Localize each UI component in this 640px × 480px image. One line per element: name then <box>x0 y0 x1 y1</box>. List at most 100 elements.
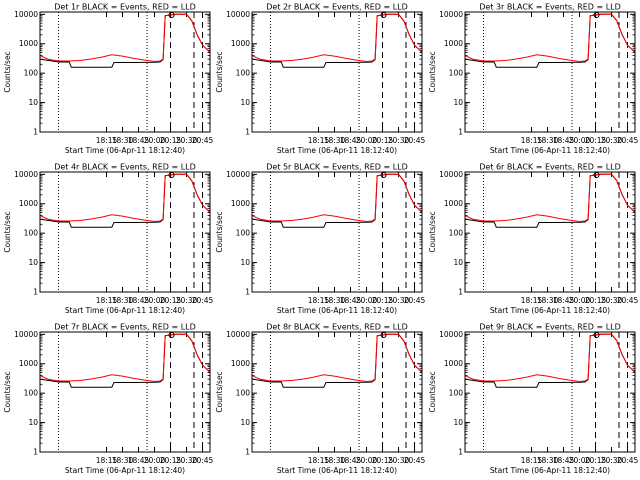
x-tick-label: 20:15 <box>372 456 394 465</box>
x-axis-label: Start Time (06-Apr-11 18:12:40) <box>65 146 185 155</box>
x-tick-label: 20:30 <box>388 296 410 305</box>
x-tick-label: 20:45 <box>192 136 214 145</box>
y-tick-label: 1000 <box>231 39 250 48</box>
plot-frame <box>251 331 423 453</box>
plot-frame <box>464 331 636 453</box>
x-tick-label: 18:45 <box>128 296 150 305</box>
x-tick-label: 18:15 <box>96 456 118 465</box>
y-tick-label: 10000 <box>226 330 250 339</box>
lld-series-line <box>39 333 211 383</box>
x-tick-label: 18:30 <box>537 296 559 305</box>
y-tick-label: 100 <box>24 69 39 78</box>
x-tick-label: 20:15 <box>160 296 182 305</box>
plot-frame <box>251 11 423 133</box>
y-tick-label: 1 <box>245 128 250 137</box>
events-series-line <box>251 173 423 228</box>
x-tick-label: 20:45 <box>617 456 639 465</box>
plot-frame <box>39 11 211 133</box>
y-tick-label: 10 <box>240 258 250 267</box>
y-tick-label: 1000 <box>19 359 38 368</box>
plot-frame <box>251 171 423 293</box>
y-tick-label: 1000 <box>444 39 463 48</box>
panel-title: Det 6r BLACK = Events, RED = LLD <box>479 163 621 172</box>
y-tick-label: 10 <box>453 98 463 107</box>
x-tick-label: 20:00 <box>144 136 166 145</box>
y-tick-label: 1 <box>33 128 38 137</box>
events-series-line <box>251 333 423 388</box>
x-tick-label: 18:15 <box>521 456 543 465</box>
y-axis-label: Counts/sec <box>428 51 437 92</box>
x-tick-label: 20:15 <box>160 136 182 145</box>
y-tick-label: 10000 <box>439 170 463 179</box>
panel-title: Det 7r BLACK = Events, RED = LLD <box>54 323 196 332</box>
panel-title: Det 1r BLACK = Events, RED = LLD <box>54 3 196 12</box>
y-tick-label: 10000 <box>14 330 38 339</box>
y-tick-label: 10000 <box>439 330 463 339</box>
x-axis-label: Start Time (06-Apr-11 18:12:40) <box>490 146 610 155</box>
lld-series-line <box>464 333 636 383</box>
lld-series-line <box>464 13 636 63</box>
detector-panel: Det 4r BLACK = Events, RED = LLD Counts/s… <box>3 163 214 316</box>
x-axis-label: Start Time (06-Apr-11 18:12:40) <box>277 466 397 475</box>
y-tick-label: 10 <box>28 98 38 107</box>
detector-panel: Det 8r BLACK = Events, RED = LLD Counts/s… <box>215 323 426 476</box>
y-tick-label: 100 <box>449 389 464 398</box>
plot-frame <box>464 11 636 133</box>
y-axis-label: Counts/sec <box>3 371 12 412</box>
y-tick-label: 10 <box>28 258 38 267</box>
y-axis-label: Counts/sec <box>3 51 12 92</box>
x-tick-label: 18:30 <box>112 296 134 305</box>
x-tick-label: 18:45 <box>128 456 150 465</box>
y-tick-label: 10 <box>453 258 463 267</box>
x-tick-label: 20:15 <box>372 296 394 305</box>
x-tick-label: 18:15 <box>521 296 543 305</box>
x-tick-label: 18:30 <box>112 136 134 145</box>
y-tick-label: 10000 <box>226 170 250 179</box>
x-axis-label: Start Time (06-Apr-11 18:12:40) <box>277 306 397 315</box>
x-tick-label: 20:30 <box>176 296 198 305</box>
y-tick-label: 1 <box>458 448 463 457</box>
detector-panel: Det 3r BLACK = Events, RED = LLD Counts/s… <box>428 3 639 156</box>
x-tick-label: 18:15 <box>308 456 330 465</box>
x-tick-label: 20:30 <box>176 136 198 145</box>
detector-panel: Det 2r BLACK = Events, RED = LLD Counts/s… <box>215 3 426 156</box>
panel-title: Det 2r BLACK = Events, RED = LLD <box>266 3 408 12</box>
x-tick-label: 18:30 <box>324 296 346 305</box>
detector-panel: Det 1r BLACK = Events, RED = LLD Counts/s… <box>3 3 214 156</box>
lld-series-line <box>39 13 211 63</box>
events-series-line <box>251 13 423 68</box>
y-tick-label: 100 <box>24 229 39 238</box>
y-axis-label: Counts/sec <box>215 371 224 412</box>
panel-title: Det 5r BLACK = Events, RED = LLD <box>266 163 408 172</box>
y-tick-label: 1000 <box>444 199 463 208</box>
y-tick-label: 100 <box>449 69 464 78</box>
y-tick-label: 1 <box>245 448 250 457</box>
y-tick-label: 1 <box>33 288 38 297</box>
events-series-line <box>464 333 636 388</box>
y-tick-label: 10000 <box>14 170 38 179</box>
y-tick-label: 10 <box>453 418 463 427</box>
x-tick-label: 18:45 <box>553 136 575 145</box>
y-tick-label: 1000 <box>19 39 38 48</box>
x-tick-label: 20:00 <box>356 136 378 145</box>
x-tick-label: 20:30 <box>601 296 623 305</box>
x-tick-label: 18:15 <box>308 136 330 145</box>
detector-panel: Det 9r BLACK = Events, RED = LLD Counts/s… <box>428 323 639 476</box>
x-tick-label: 18:15 <box>308 296 330 305</box>
x-tick-label: 18:45 <box>128 136 150 145</box>
y-tick-label: 1 <box>458 288 463 297</box>
x-tick-label: 20:45 <box>192 296 214 305</box>
x-axis-label: Start Time (06-Apr-11 18:12:40) <box>277 146 397 155</box>
x-tick-label: 18:45 <box>340 296 362 305</box>
x-tick-label: 20:30 <box>176 456 198 465</box>
x-tick-label: 18:15 <box>96 296 118 305</box>
y-tick-label: 100 <box>236 69 251 78</box>
plot-frame <box>464 171 636 293</box>
panel-title: Det 4r BLACK = Events, RED = LLD <box>54 163 196 172</box>
y-tick-label: 10 <box>240 98 250 107</box>
events-series-line <box>464 13 636 68</box>
y-axis-label: Counts/sec <box>428 211 437 252</box>
x-tick-label: 20:00 <box>569 136 591 145</box>
y-axis-label: Counts/sec <box>215 51 224 92</box>
x-axis-label: Start Time (06-Apr-11 18:12:40) <box>490 466 610 475</box>
